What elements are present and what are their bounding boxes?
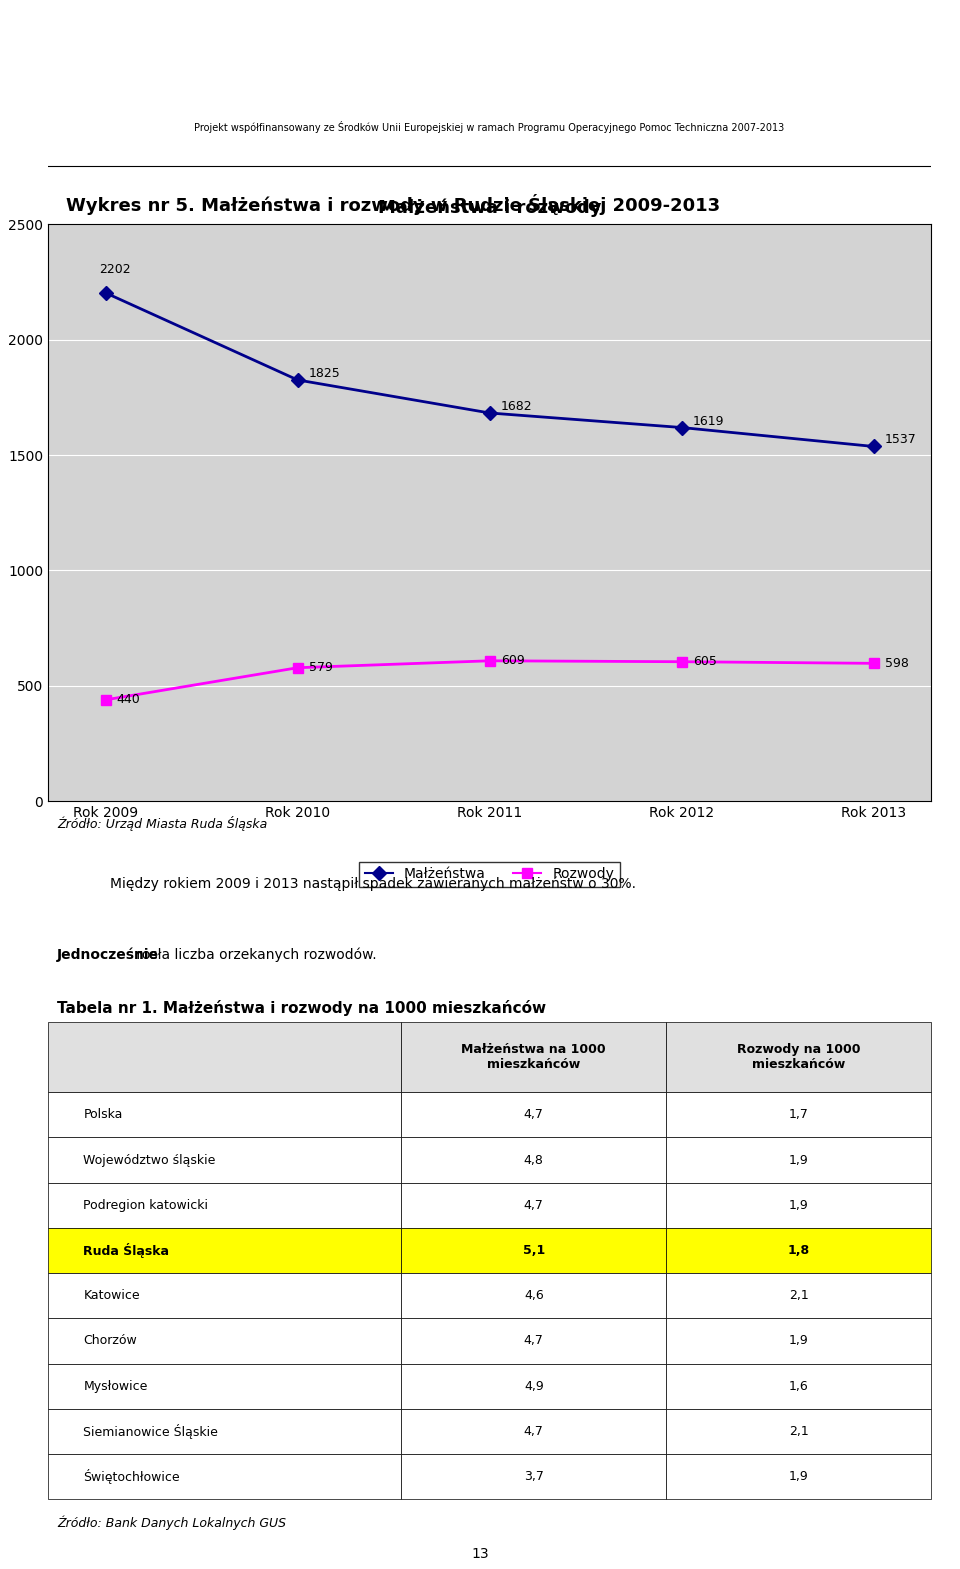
Text: rosła liczba orzekanych rozwodów.: rosła liczba orzekanych rozwodów. [132,948,376,962]
Text: 605: 605 [693,656,716,668]
Text: 2202: 2202 [99,264,131,276]
Text: 1619: 1619 [693,414,724,427]
Text: 609: 609 [501,654,524,667]
Text: 579: 579 [309,661,332,675]
Text: 440: 440 [117,693,140,706]
Text: Wykres nr 5. Małżeństwa i rozwody w Rudzie Śląskiej 2009-2013: Wykres nr 5. Małżeństwa i rozwody w Rudz… [65,195,720,215]
Text: 1825: 1825 [309,367,341,380]
Text: 1682: 1682 [501,400,533,413]
Text: Źródło: Bank Danych Lokalnych GUS: Źródło: Bank Danych Lokalnych GUS [57,1516,286,1530]
Legend: Małżeństwa, Rozwody: Małżeństwa, Rozwody [359,861,620,886]
Text: Projekt współfinansowany ze Środków Unii Europejskiej w ramach Programu Operacyj: Projekt współfinansowany ze Środków Unii… [195,121,784,133]
Text: 598: 598 [885,657,908,670]
Text: Źródło: Urząd Miasta Ruda Śląska: Źródło: Urząd Miasta Ruda Śląska [57,816,267,832]
Text: Między rokiem 2009 i 2013 nastąpił spadek zawieranych małżeństw o 30%.: Między rokiem 2009 i 2013 nastąpił spade… [109,877,636,891]
Text: 13: 13 [471,1547,489,1561]
Text: 1537: 1537 [885,433,917,447]
Text: Jednocześnie: Jednocześnie [57,948,158,962]
Text: Tabela nr 1. Małżeństwa i rozwody na 1000 mieszkańców: Tabela nr 1. Małżeństwa i rozwody na 100… [57,999,546,1017]
Title: Małżeństwa i rozwody: Małżeństwa i rozwody [378,198,601,217]
